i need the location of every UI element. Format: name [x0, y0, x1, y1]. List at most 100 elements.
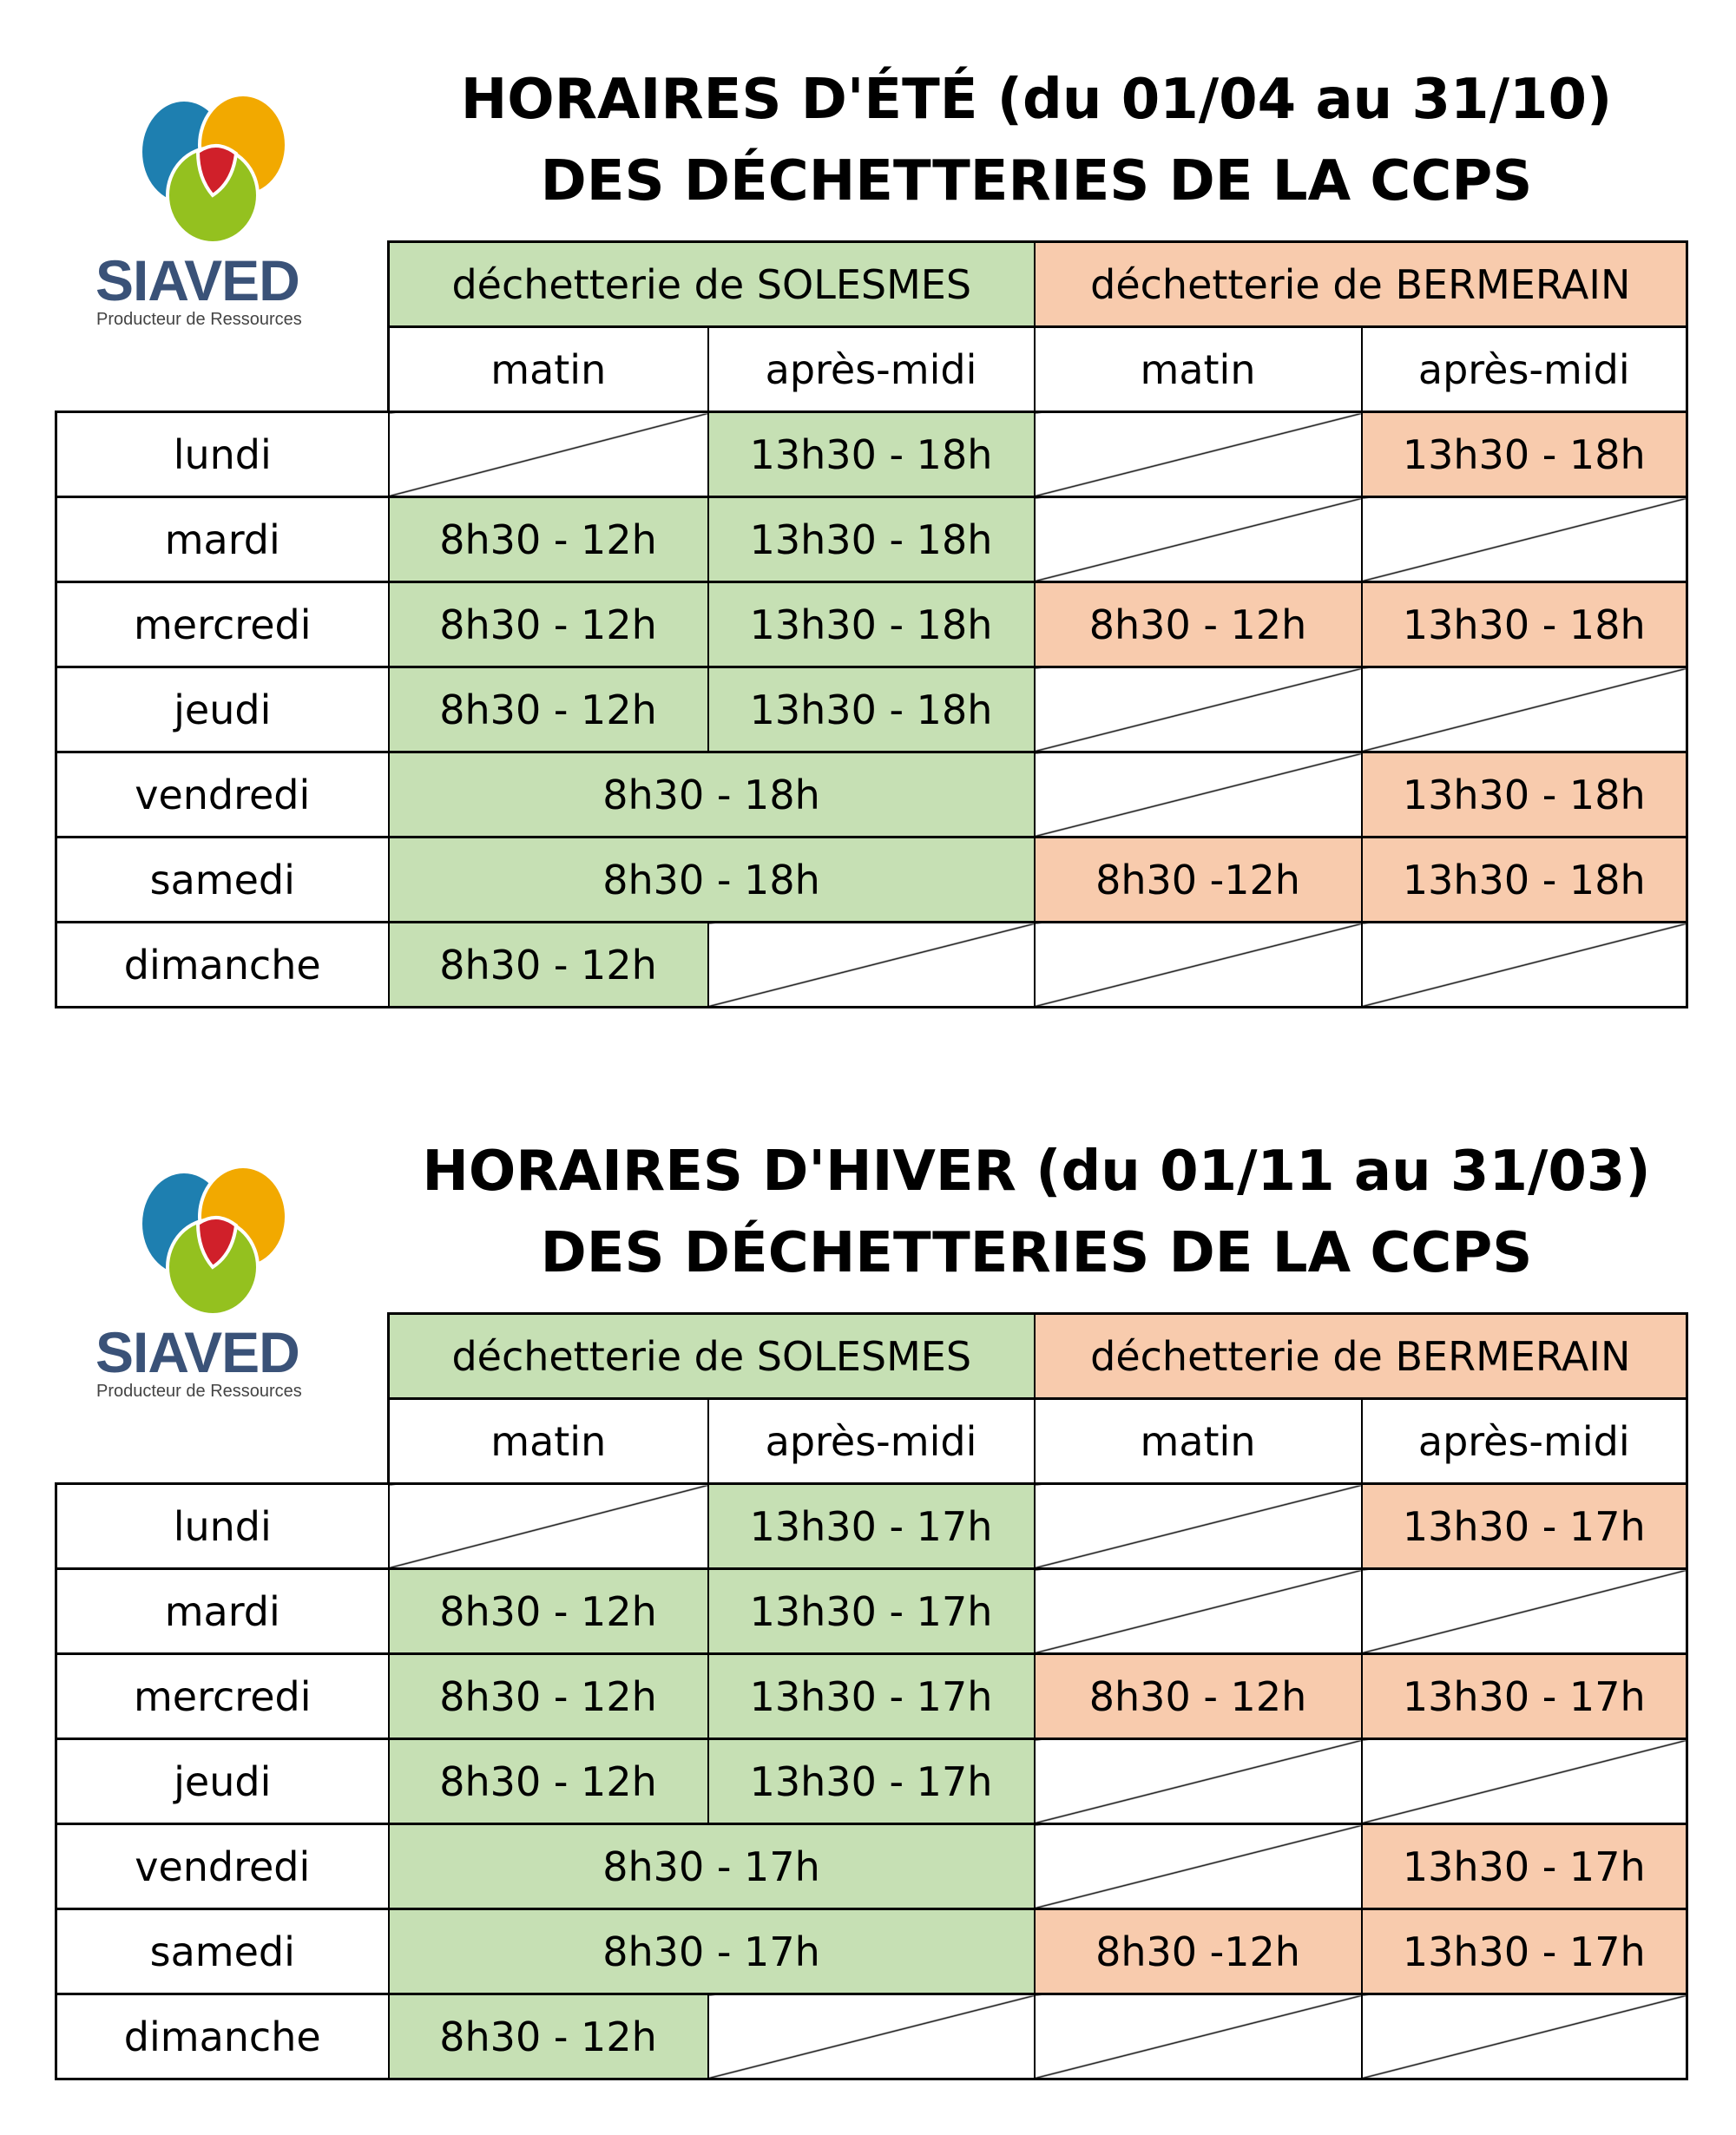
hours-cell: 8h30 -12h: [1033, 836, 1363, 923]
table-row-jeudi: jeudi 8h30 - 12h 13h30 - 18h: [55, 666, 1688, 753]
closed-cell: [1360, 496, 1688, 583]
day-label: dimanche: [55, 921, 390, 1008]
hours-cell: 13h30 - 17h: [1360, 1823, 1688, 1910]
hours-cell: 8h30 - 17h: [387, 1823, 1036, 1910]
hours-cell: 8h30 - 12h: [387, 496, 709, 583]
hours-cell: 13h30 - 18h: [707, 581, 1036, 668]
hours-cell: 13h30 - 17h: [1360, 1908, 1688, 1995]
hours-cell: 8h30 - 12h: [1033, 581, 1363, 668]
closed-cell: [1033, 1993, 1363, 2080]
hours-cell: 13h30 - 17h: [1360, 1652, 1688, 1740]
closed-cell: [1360, 1738, 1688, 1825]
table-row-mercredi: mercredi 8h30 - 12h 13h30 - 18h 8h30 - 12h 1…: [55, 581, 1688, 668]
hours-cell: 13h30 - 18h: [1360, 836, 1688, 923]
day-label: jeudi: [55, 666, 390, 753]
title-line-2: DES DÉCHETTERIES DE LA CCPS: [540, 1221, 1533, 1285]
hours-cell: 8h30 - 12h: [387, 1652, 709, 1740]
hours-cell: 13h30 - 18h: [707, 666, 1036, 753]
day-label: lundi: [55, 411, 390, 498]
hours-cell: 8h30 - 17h: [387, 1908, 1036, 1995]
period-header-afternoon: après-midi: [707, 1397, 1036, 1485]
period-header-morning: matin: [387, 1397, 709, 1485]
period-header-afternoon: après-midi: [1360, 1397, 1688, 1485]
schedule-title: HORAIRES D'ÉTÉ (du 01/04 au 31/10) DES DÉ…: [387, 59, 1686, 222]
table-row-mardi: mardi 8h30 - 12h 13h30 - 17h: [55, 1567, 1688, 1655]
hours-cell: 8h30 - 12h: [387, 1993, 709, 2080]
hours-cell: 8h30 - 18h: [387, 751, 1036, 838]
period-header-morning: matin: [387, 325, 709, 413]
title-line-1: HORAIRES D'HIVER (du 01/11 au 31/03): [422, 1140, 1651, 1204]
hours-cell: 13h30 - 18h: [707, 496, 1036, 583]
closed-cell: [1033, 411, 1363, 498]
hours-cell: 13h30 - 17h: [707, 1567, 1036, 1655]
hours-cell: 8h30 - 12h: [1033, 1652, 1363, 1740]
siaved-logo: SIAVED Producteur de Ressources: [87, 1159, 347, 1410]
closed-cell: [1033, 1823, 1363, 1910]
table-row-vendredi: vendredi 8h30 - 18h 13h30 - 18h: [55, 751, 1688, 838]
site-header-solesmes: déchetterie de SOLESMES: [387, 240, 1036, 328]
table-row-mercredi: mercredi 8h30 - 12h 13h30 - 17h 8h30 - 12h 1…: [55, 1652, 1688, 1740]
table-row-mardi: mardi 8h30 - 12h 13h30 - 18h: [55, 496, 1688, 583]
table-row-jeudi: jeudi 8h30 - 12h 13h30 - 17h: [55, 1738, 1688, 1825]
schedule-table: déchetterie de SOLESMES déchetterie de BE…: [55, 1312, 1688, 2080]
title-line-2: DES DÉCHETTERIES DE LA CCPS: [540, 149, 1533, 214]
table-row-lundi: lundi 13h30 - 17h 13h30 - 17h: [55, 1482, 1688, 1570]
hours-cell: 8h30 - 12h: [387, 666, 709, 753]
day-label: mercredi: [55, 1652, 390, 1740]
day-label: lundi: [55, 1482, 390, 1570]
hours-cell: 8h30 - 12h: [387, 1567, 709, 1655]
day-label: vendredi: [55, 751, 390, 838]
closed-cell: [1033, 921, 1363, 1008]
hours-cell: 8h30 - 12h: [387, 1738, 709, 1825]
schedule-table: déchetterie de SOLESMES déchetterie de BE…: [55, 240, 1688, 1008]
logo-tagline: Producteur de Ressources: [96, 1382, 302, 1401]
hours-cell: 13h30 - 17h: [707, 1652, 1036, 1740]
closed-cell: [1033, 1567, 1363, 1655]
table-row-vendredi: vendredi 8h30 - 17h 13h30 - 17h: [55, 1823, 1688, 1910]
empty-corner: [56, 327, 389, 412]
table-row-lundi: lundi 13h30 - 18h 13h30 - 18h: [55, 411, 1688, 498]
closed-cell: [1360, 1993, 1688, 2080]
day-label: samedi: [55, 1908, 390, 1995]
title-line-1: HORAIRES D'ÉTÉ (du 01/04 au 31/10): [460, 68, 1613, 132]
closed-cell: [387, 1482, 709, 1570]
hours-cell: 8h30 -12h: [1033, 1908, 1363, 1995]
closed-cell: [1033, 666, 1363, 753]
hours-cell: 13h30 - 17h: [1360, 1482, 1688, 1570]
hours-cell: 8h30 - 12h: [387, 921, 709, 1008]
hours-cell: 8h30 - 18h: [387, 836, 1036, 923]
table-row-samedi: samedi 8h30 - 18h 8h30 -12h 13h30 - 18h: [55, 836, 1688, 923]
closed-cell: [1360, 921, 1688, 1008]
hours-cell: 13h30 - 18h: [1360, 411, 1688, 498]
schedule-title: HORAIRES D'HIVER (du 01/11 au 31/03) DES …: [387, 1131, 1686, 1294]
closed-cell: [707, 1993, 1036, 2080]
hours-cell: 13h30 - 18h: [707, 411, 1036, 498]
day-label: mercredi: [55, 581, 390, 668]
closed-cell: [387, 411, 709, 498]
hours-cell: 13h30 - 17h: [707, 1738, 1036, 1825]
closed-cell: [1033, 1738, 1363, 1825]
period-header-morning: matin: [1033, 325, 1363, 413]
day-label: samedi: [55, 836, 390, 923]
day-label: mardi: [55, 1567, 390, 1655]
logo-name: SIAVED: [95, 1320, 300, 1384]
hours-cell: 13h30 - 18h: [1360, 581, 1688, 668]
siaved-logo: SIAVED Producteur de Ressources: [87, 87, 347, 338]
closed-cell: [1033, 496, 1363, 583]
closed-cell: [1360, 1567, 1688, 1655]
closed-cell: [707, 921, 1036, 1008]
table-row-dimanche: dimanche 8h30 - 12h: [55, 921, 1688, 1008]
hours-cell: 8h30 - 12h: [387, 581, 709, 668]
logo-tagline: Producteur de Ressources: [96, 310, 302, 329]
site-header-solesmes: déchetterie de SOLESMES: [387, 1312, 1036, 1400]
day-label: jeudi: [55, 1738, 390, 1825]
empty-corner: [56, 1314, 389, 1399]
day-label: mardi: [55, 496, 390, 583]
table-row-dimanche: dimanche 8h30 - 12h: [55, 1993, 1688, 2080]
day-label: vendredi: [55, 1823, 390, 1910]
closed-cell: [1033, 1482, 1363, 1570]
table-row-samedi: samedi 8h30 - 17h 8h30 -12h 13h30 - 17h: [55, 1908, 1688, 1995]
closed-cell: [1360, 666, 1688, 753]
empty-corner: [56, 242, 389, 327]
hours-cell: 13h30 - 17h: [707, 1482, 1036, 1570]
